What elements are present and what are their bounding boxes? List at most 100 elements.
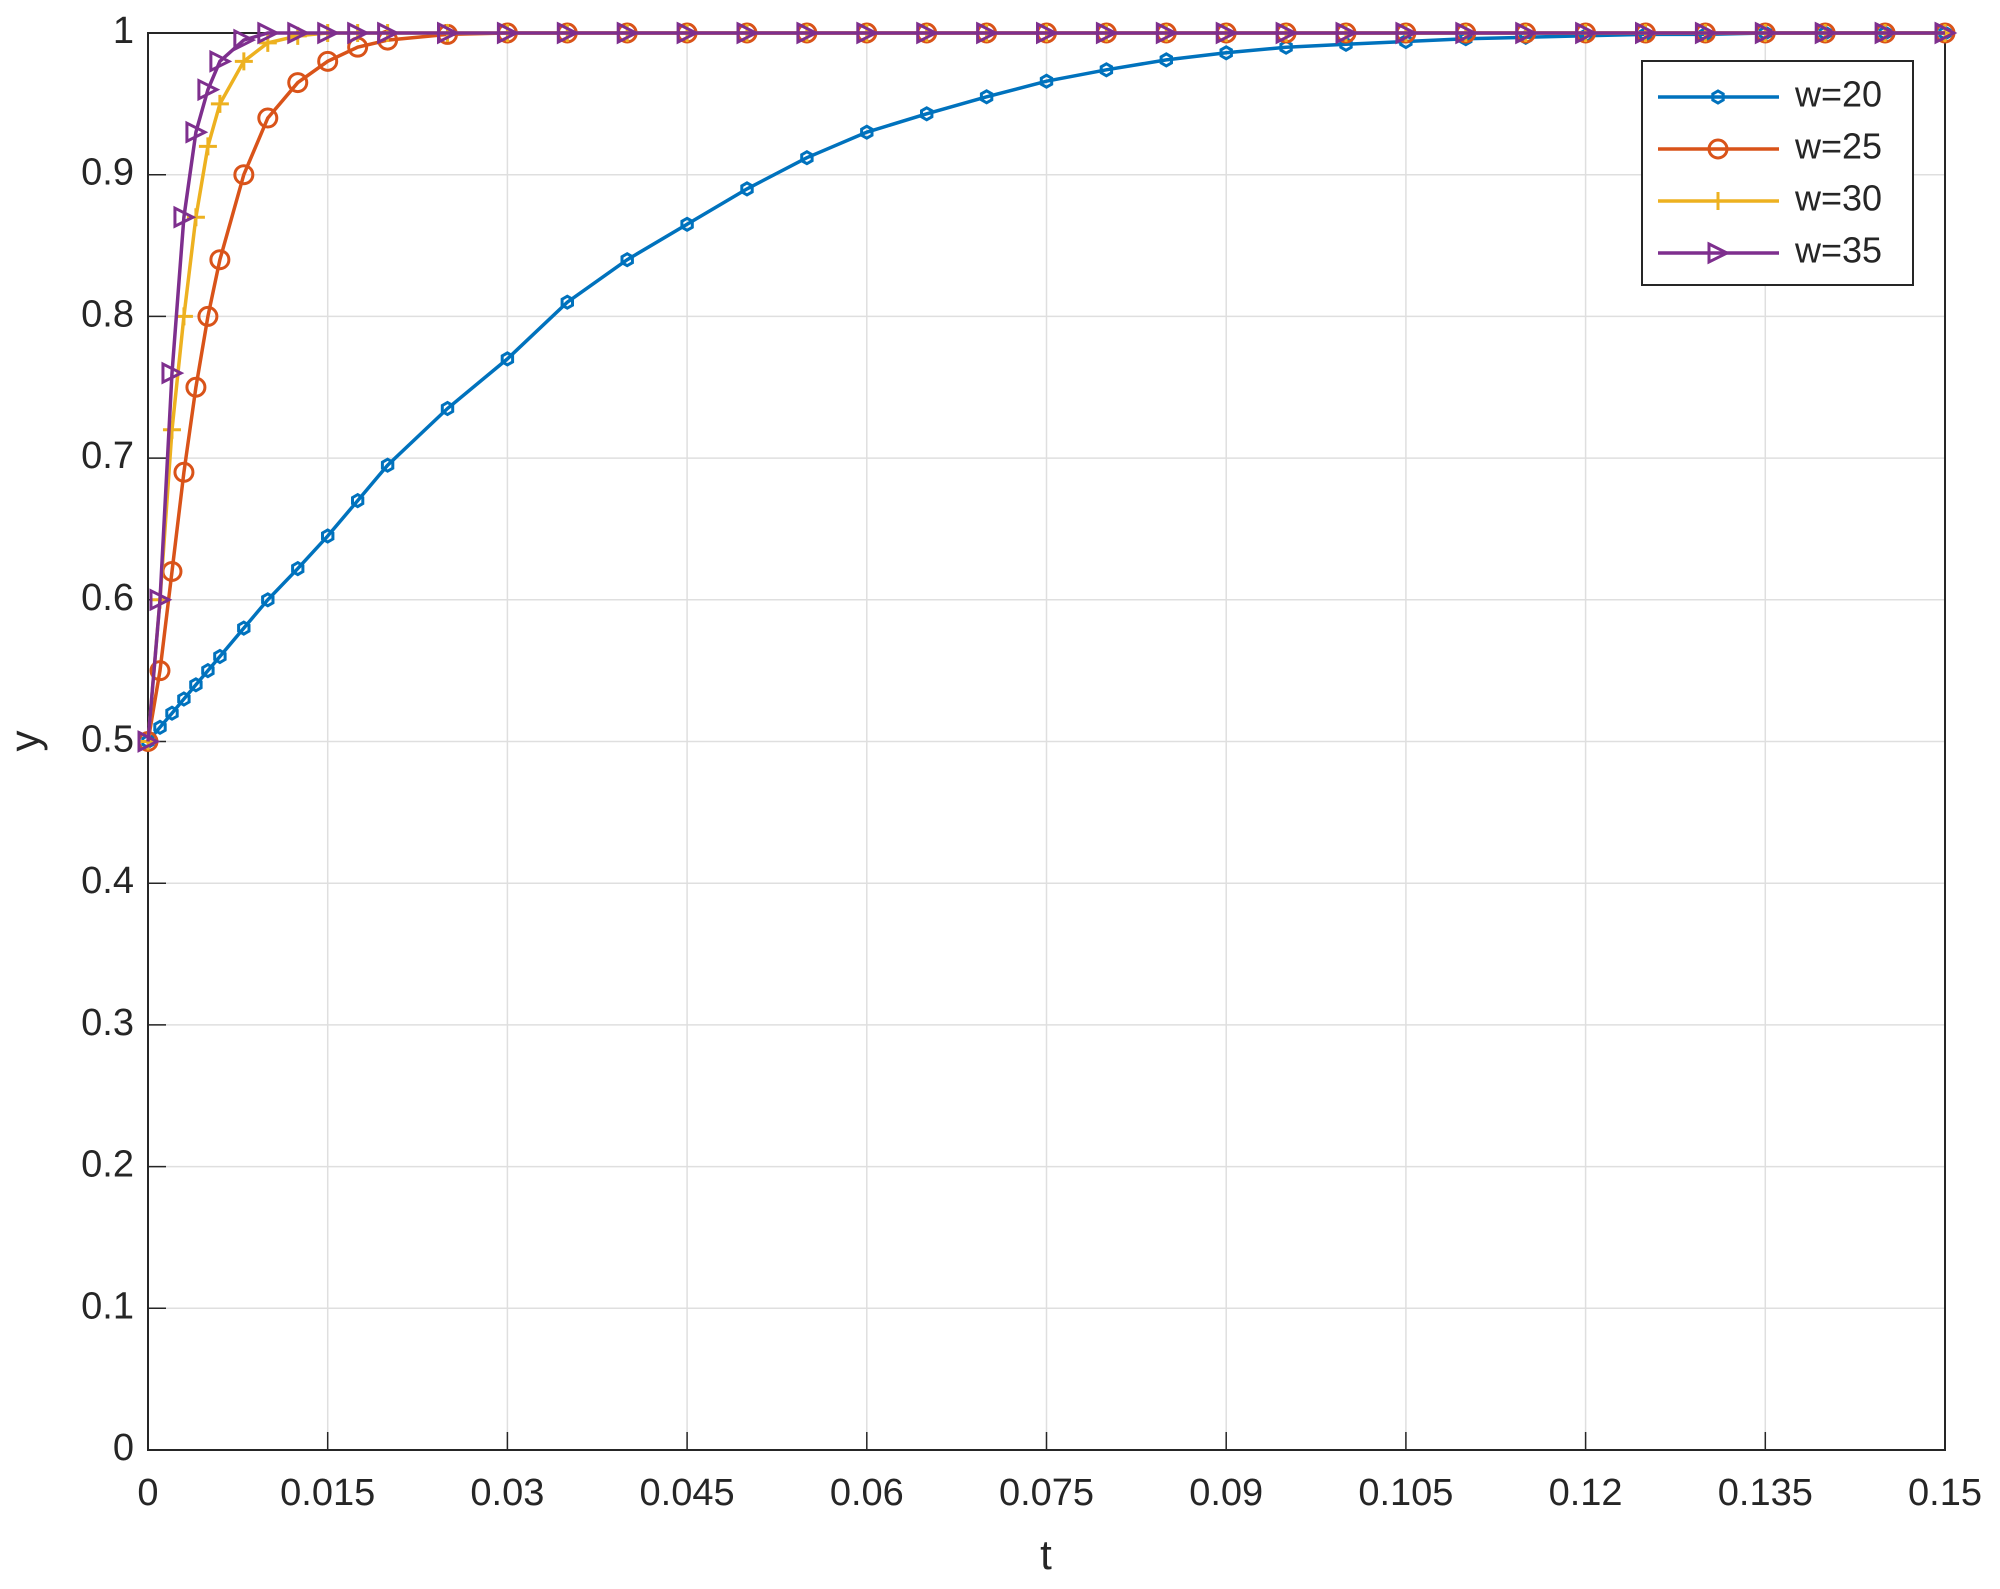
marker bbox=[197, 305, 219, 327]
marker bbox=[149, 660, 171, 682]
marker bbox=[185, 376, 207, 398]
marker bbox=[237, 620, 251, 636]
legend: w=20 w=25 w=30 w=35 bbox=[1641, 60, 1914, 286]
marker bbox=[153, 719, 167, 736]
marker bbox=[261, 592, 275, 608]
y-tick-label: 0.8 bbox=[81, 293, 134, 335]
series-line bbox=[146, 31, 1945, 743]
marker bbox=[440, 400, 455, 417]
marker bbox=[291, 560, 305, 577]
marker bbox=[620, 251, 634, 268]
marker bbox=[1036, 21, 1059, 45]
marker bbox=[287, 21, 311, 45]
marker bbox=[860, 124, 874, 140]
y-tick-label: 0.5 bbox=[81, 719, 134, 761]
marker bbox=[1095, 21, 1119, 45]
y-tick-label: 0.1 bbox=[81, 1285, 134, 1327]
marker bbox=[1275, 21, 1299, 45]
marker bbox=[351, 492, 365, 509]
marker bbox=[1814, 21, 1838, 45]
marker bbox=[209, 249, 231, 271]
marker bbox=[197, 78, 221, 102]
marker bbox=[1515, 21, 1539, 45]
marker bbox=[616, 21, 640, 45]
marker bbox=[676, 21, 700, 45]
marker bbox=[1039, 73, 1054, 89]
x-tick-label: 0.135 bbox=[1718, 1472, 1813, 1514]
legend-marker bbox=[1711, 89, 1725, 105]
marker bbox=[209, 49, 233, 73]
marker bbox=[173, 461, 195, 483]
marker bbox=[1455, 21, 1479, 45]
marker bbox=[233, 164, 255, 186]
marker bbox=[680, 216, 694, 233]
marker bbox=[137, 730, 161, 753]
x-tick-label: 0.06 bbox=[830, 1472, 904, 1514]
y-tick-label: 0.9 bbox=[81, 152, 134, 194]
marker bbox=[1335, 21, 1359, 45]
marker bbox=[234, 52, 253, 71]
marker bbox=[161, 361, 185, 385]
marker bbox=[162, 420, 181, 439]
series-line bbox=[146, 31, 1945, 742]
x-tick-label: 0.045 bbox=[640, 1472, 735, 1514]
marker bbox=[800, 149, 814, 166]
marker bbox=[856, 21, 880, 45]
marker bbox=[233, 28, 257, 52]
marker bbox=[185, 120, 209, 144]
marker bbox=[1874, 21, 1898, 45]
marker bbox=[1754, 21, 1778, 45]
marker bbox=[736, 21, 760, 45]
x-tick-label: 0.09 bbox=[1189, 1472, 1263, 1514]
marker bbox=[1279, 39, 1293, 55]
legend-label: w=30 bbox=[1794, 178, 1882, 219]
marker bbox=[1635, 21, 1658, 45]
x-tick-label: 0 bbox=[137, 1472, 158, 1514]
marker bbox=[173, 205, 197, 229]
marker bbox=[1215, 21, 1239, 45]
marker bbox=[317, 50, 339, 72]
y-tick-label: 0.6 bbox=[81, 577, 134, 619]
marker bbox=[257, 21, 281, 45]
marker bbox=[556, 21, 580, 45]
marker bbox=[287, 72, 309, 94]
marker bbox=[1099, 62, 1114, 78]
x-tick-label: 0.12 bbox=[1549, 1472, 1623, 1514]
legend-marker bbox=[1707, 241, 1731, 265]
marker bbox=[213, 648, 227, 665]
marker bbox=[317, 21, 341, 45]
x-tick-label: 0.015 bbox=[280, 1472, 375, 1514]
marker bbox=[347, 21, 371, 45]
x-tick-label: 0.03 bbox=[470, 1472, 544, 1514]
marker bbox=[165, 705, 179, 721]
marker bbox=[496, 21, 520, 45]
marker bbox=[920, 106, 934, 122]
marker bbox=[740, 181, 754, 197]
legend-label: w=35 bbox=[1794, 230, 1882, 271]
marker bbox=[1219, 45, 1233, 61]
marker bbox=[1159, 52, 1173, 68]
marker bbox=[210, 94, 229, 113]
marker bbox=[149, 588, 173, 612]
marker bbox=[500, 351, 515, 367]
marker bbox=[916, 21, 940, 45]
marker bbox=[177, 691, 191, 707]
marker bbox=[979, 89, 994, 105]
marker bbox=[976, 21, 999, 45]
marker bbox=[321, 528, 335, 544]
y-tick-label: 0.7 bbox=[81, 435, 134, 477]
x-tick-label: 0.15 bbox=[1908, 1472, 1982, 1514]
marker bbox=[380, 457, 395, 473]
y-tick-label: 0.2 bbox=[81, 1144, 134, 1186]
y-tick-label: 0.3 bbox=[81, 1002, 134, 1044]
marker bbox=[189, 677, 203, 693]
marker bbox=[1575, 21, 1598, 45]
marker bbox=[437, 21, 460, 45]
marker bbox=[560, 294, 574, 310]
marker bbox=[1395, 21, 1419, 45]
y-tick-label: 0.4 bbox=[81, 860, 134, 902]
y-tick-label: 1 bbox=[113, 10, 134, 52]
x-tick-label: 0.105 bbox=[1358, 1472, 1453, 1514]
